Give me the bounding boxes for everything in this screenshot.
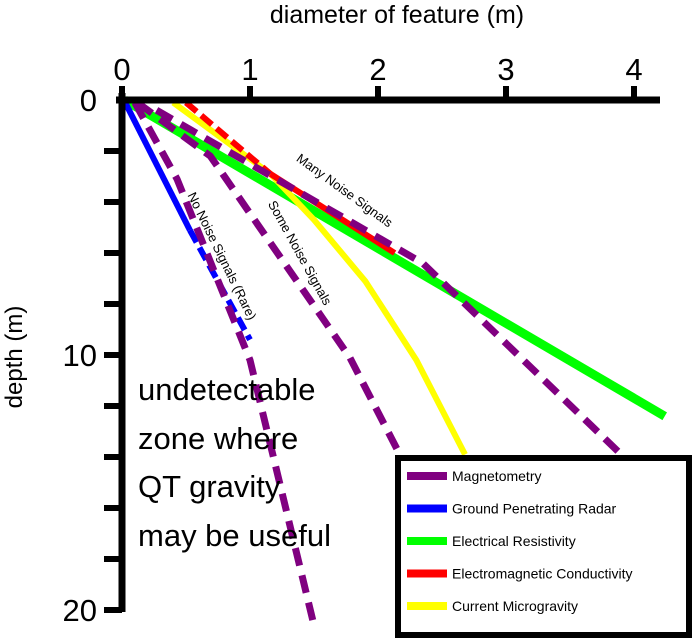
series-line-magnetometry [131,100,318,627]
legend: Magnetometry Ground Penetrating Radar Elec… [395,455,692,638]
x-axis-title: diameter of feature (m) [270,1,524,29]
zone-note-line: may be useful [138,518,331,553]
series-line-magnetometry [154,107,624,457]
y-tick-label: 0 [80,83,97,118]
y-tick-label: 20 [63,593,97,628]
x-tick-label: 1 [241,52,258,87]
series-line-resistivity [122,96,667,421]
x-tick-label: 4 [625,52,642,87]
legend-label: Electromagnetic Conductivity [452,566,633,582]
y-tick-label: 10 [63,338,97,373]
y-axis-title: depth (m) [1,306,28,409]
legend-label: Ground Penetrating Radar [452,501,617,517]
series-line-magnetometry [135,99,403,457]
series-line-gpr [121,99,193,232]
zone-note-line: undetectable [138,372,316,407]
legend-label: Magnetometry [452,468,541,484]
x-tick-label: 0 [113,52,130,87]
undetectable-zone-note: undetectable zone where QT gravity may b… [138,372,331,553]
legend-label: Electrical Resistivity [452,533,576,549]
zone-note-line: zone where [138,421,298,456]
series-layer [121,96,667,627]
x-tick-label: 2 [369,52,386,87]
series-line-em [184,100,273,177]
axes: 0 1 2 3 4 0 10 20 [63,52,660,628]
zone-note-line: QT gravity [138,469,281,504]
legend-label: Current Microgravity [452,598,578,614]
x-tick-label: 3 [497,52,514,87]
